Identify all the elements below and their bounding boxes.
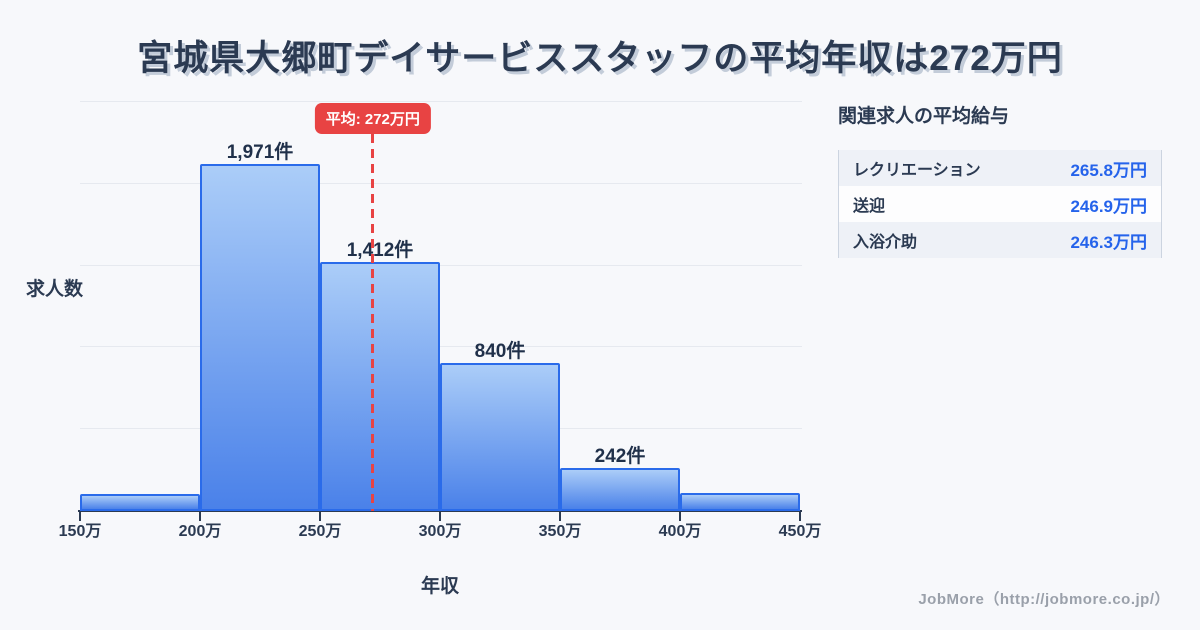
bar-value-label: 242件	[594, 446, 646, 468]
y-axis-label: 求人数	[26, 279, 84, 300]
x-axis-tick-label: 250万	[298, 523, 342, 540]
x-axis-tick	[199, 512, 201, 521]
gridline	[80, 101, 802, 102]
related-jobs-table: レクリエーション 265.8万円 送迎 246.9万円 入浴介助 246.3万円	[838, 150, 1162, 258]
histogram-bar	[560, 468, 680, 511]
x-axis-tick-label: 150万	[58, 523, 102, 540]
histogram-bar	[440, 362, 560, 511]
job-category-label: 入浴介助	[853, 234, 918, 251]
x-axis-tick-label: 200万	[178, 523, 222, 540]
x-axis-tick-label: 450万	[778, 523, 822, 540]
x-axis-tick	[439, 512, 441, 521]
x-axis-tick	[319, 512, 321, 521]
average-badge: 平均: 272万円	[314, 103, 431, 134]
histogram-bar	[320, 262, 440, 511]
histogram-bar	[680, 493, 800, 511]
plot-area: 平均: 272万円 1,971件 1,412件 840件 242件 150万 200万 25…	[59, 101, 821, 540]
histogram-bar	[200, 163, 320, 511]
job-salary-value: 265.8万円	[1070, 160, 1147, 180]
gridline	[80, 346, 802, 348]
x-axis-tick-label: 400万	[658, 523, 702, 540]
source-credit: JobMore（http://jobmore.co.jp/）	[918, 591, 1170, 608]
histogram-bar	[80, 494, 200, 511]
x-axis-line	[78, 510, 802, 512]
x-axis-tick-label: 350万	[538, 523, 582, 540]
job-category-label: 送迎	[853, 198, 886, 215]
related-jobs-title: 関連求人の平均給与	[838, 106, 1010, 127]
gridline	[80, 264, 802, 266]
page-title: 宮城県大郷町デイサービススタッフの平均年収は272万円	[137, 39, 1063, 78]
table-row: レクリエーション 265.8万円	[839, 150, 1161, 186]
x-axis-tick	[559, 512, 561, 521]
job-category-label: レクリエーション	[853, 162, 981, 179]
x-axis-tick	[79, 512, 81, 521]
x-axis-label: 年収	[420, 576, 459, 597]
job-salary-value: 246.9万円	[1070, 196, 1147, 216]
bar-value-label: 840件	[474, 340, 526, 362]
table-row: 送迎 246.9万円	[839, 186, 1161, 222]
average-line	[371, 134, 375, 511]
x-axis-tick	[799, 512, 801, 521]
table-row: 入浴介助 246.3万円	[839, 222, 1161, 258]
bar-value-label: 1,971件	[226, 141, 294, 163]
x-axis-tick	[679, 512, 681, 521]
related-jobs-panel: 関連求人の平均給与 レクリエーション 265.8万円 送迎 246.9万円 入浴…	[838, 101, 1162, 258]
bar-value-label: 1,412件	[346, 240, 414, 262]
x-axis-tick-label: 300万	[418, 523, 462, 540]
gridline	[80, 182, 802, 184]
job-salary-value: 246.3万円	[1070, 232, 1147, 252]
